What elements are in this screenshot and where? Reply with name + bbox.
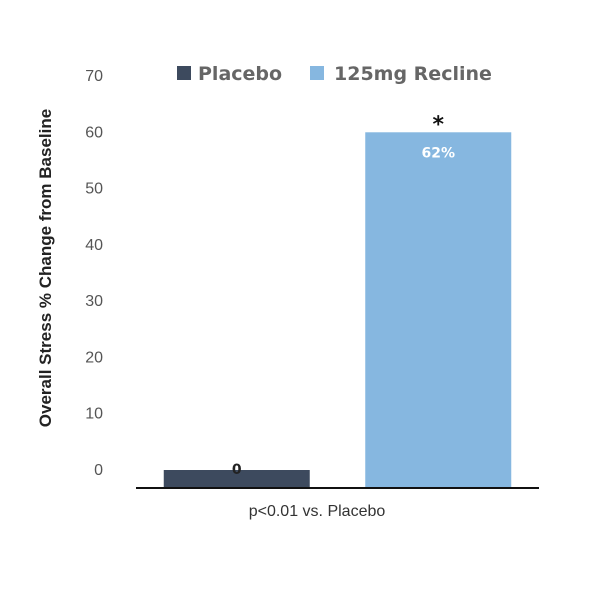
data-labels-group: 0 62% * (232, 112, 455, 478)
y-tick-label-30: 30 (85, 293, 103, 310)
data-label-placebo: 0 (232, 462, 242, 478)
y-tick-label-10: 10 (85, 406, 103, 423)
bars-group (163, 132, 512, 489)
y-axis-ticks: 0 10 20 30 40 50 60 70 (85, 68, 103, 479)
y-axis-title: Overall Stress % Change from Baseline (36, 109, 55, 427)
data-label-125mg-recline: 62% (421, 145, 455, 161)
y-tick-label-40: 40 (85, 237, 103, 254)
bar-125mg-recline (365, 132, 512, 489)
significance-footnote: p<0.01 vs. Placebo (249, 503, 386, 520)
y-tick-label-0: 0 (94, 462, 103, 479)
legend-label-125mg-recline: 125mg Recline (334, 63, 492, 85)
y-tick-label-50: 50 (85, 181, 103, 198)
legend-swatch-125mg-recline (310, 66, 324, 80)
y-tick-label-70: 70 (85, 68, 103, 85)
legend-label-placebo: Placebo (198, 63, 282, 85)
legend: Placebo 125mg Recline (177, 63, 492, 85)
significance-mark-125mg-recline: * (432, 112, 444, 137)
legend-swatch-placebo (177, 66, 191, 80)
y-tick-label-20: 20 (85, 349, 103, 366)
y-tick-label-60: 60 (85, 124, 103, 141)
bar-placebo (163, 470, 310, 488)
